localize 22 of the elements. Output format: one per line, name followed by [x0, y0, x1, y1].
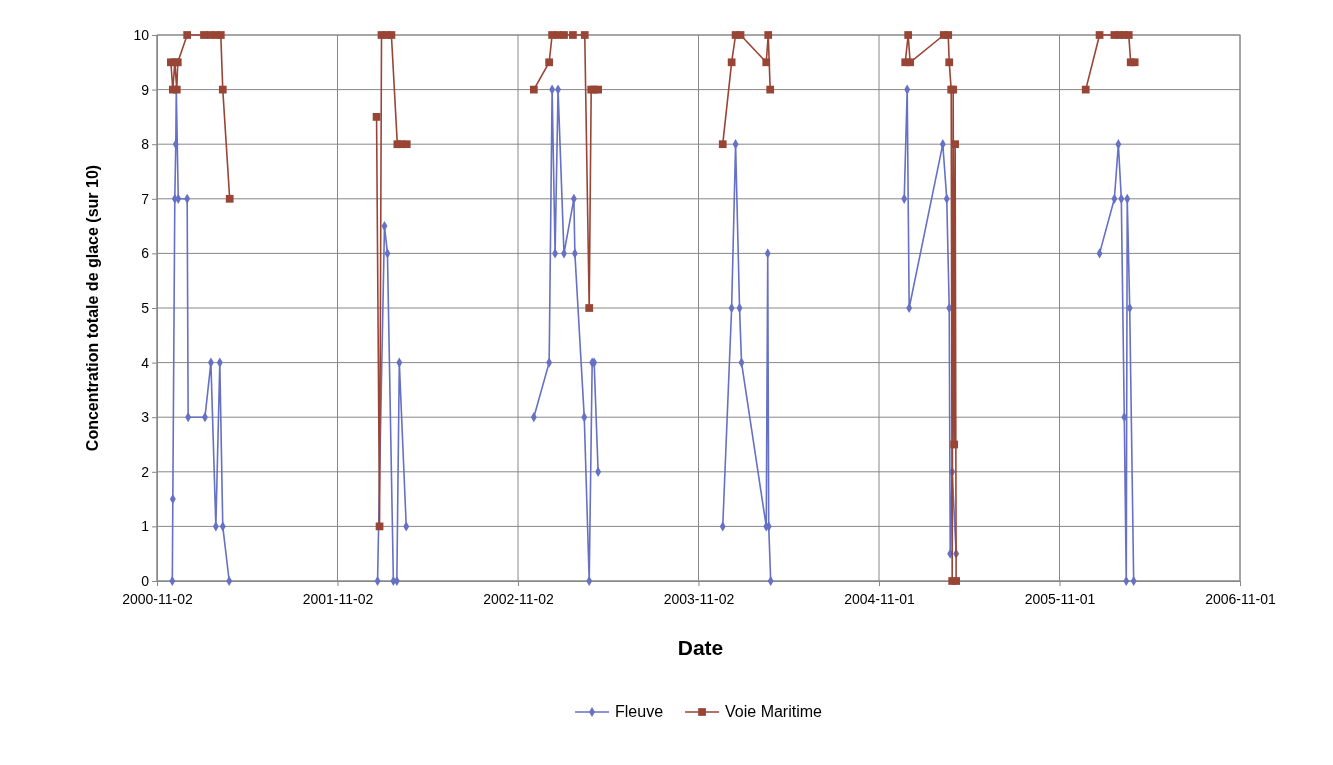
y-tick-label: 5: [141, 299, 150, 316]
y-tick-label: 7: [141, 190, 150, 207]
x-axis-title: Date: [677, 636, 724, 659]
legend-label: Voie Maritime: [725, 703, 823, 720]
y-tick-label: 2: [141, 463, 150, 480]
x-tick-label: 2005-11-01: [1024, 591, 1096, 608]
y-tick-label: 1: [141, 518, 150, 535]
x-tick-label: 2001-11-02: [302, 591, 374, 608]
y-tick-label: 0: [141, 572, 150, 589]
y-tick-label: 3: [141, 409, 150, 426]
x-tick-label: 2006-11-01: [1205, 591, 1276, 608]
x-tick-label: 2000-11-02: [122, 591, 193, 608]
y-tick-label: 9: [141, 81, 150, 98]
y-axis-title: Concentration totale de glace (sur 10): [84, 164, 101, 452]
y-tick-label: 4: [141, 354, 150, 371]
x-tick-label: 2002-11-02: [483, 591, 554, 608]
legend-label: Fleuve: [615, 703, 664, 720]
y-tick-label: 8: [141, 136, 150, 153]
x-tick-label: 2004-11-01: [844, 591, 915, 608]
y-tick-label: 6: [141, 245, 150, 262]
y-tick-label: 10: [133, 26, 150, 43]
x-tick-label: 2003-11-02: [663, 591, 735, 608]
